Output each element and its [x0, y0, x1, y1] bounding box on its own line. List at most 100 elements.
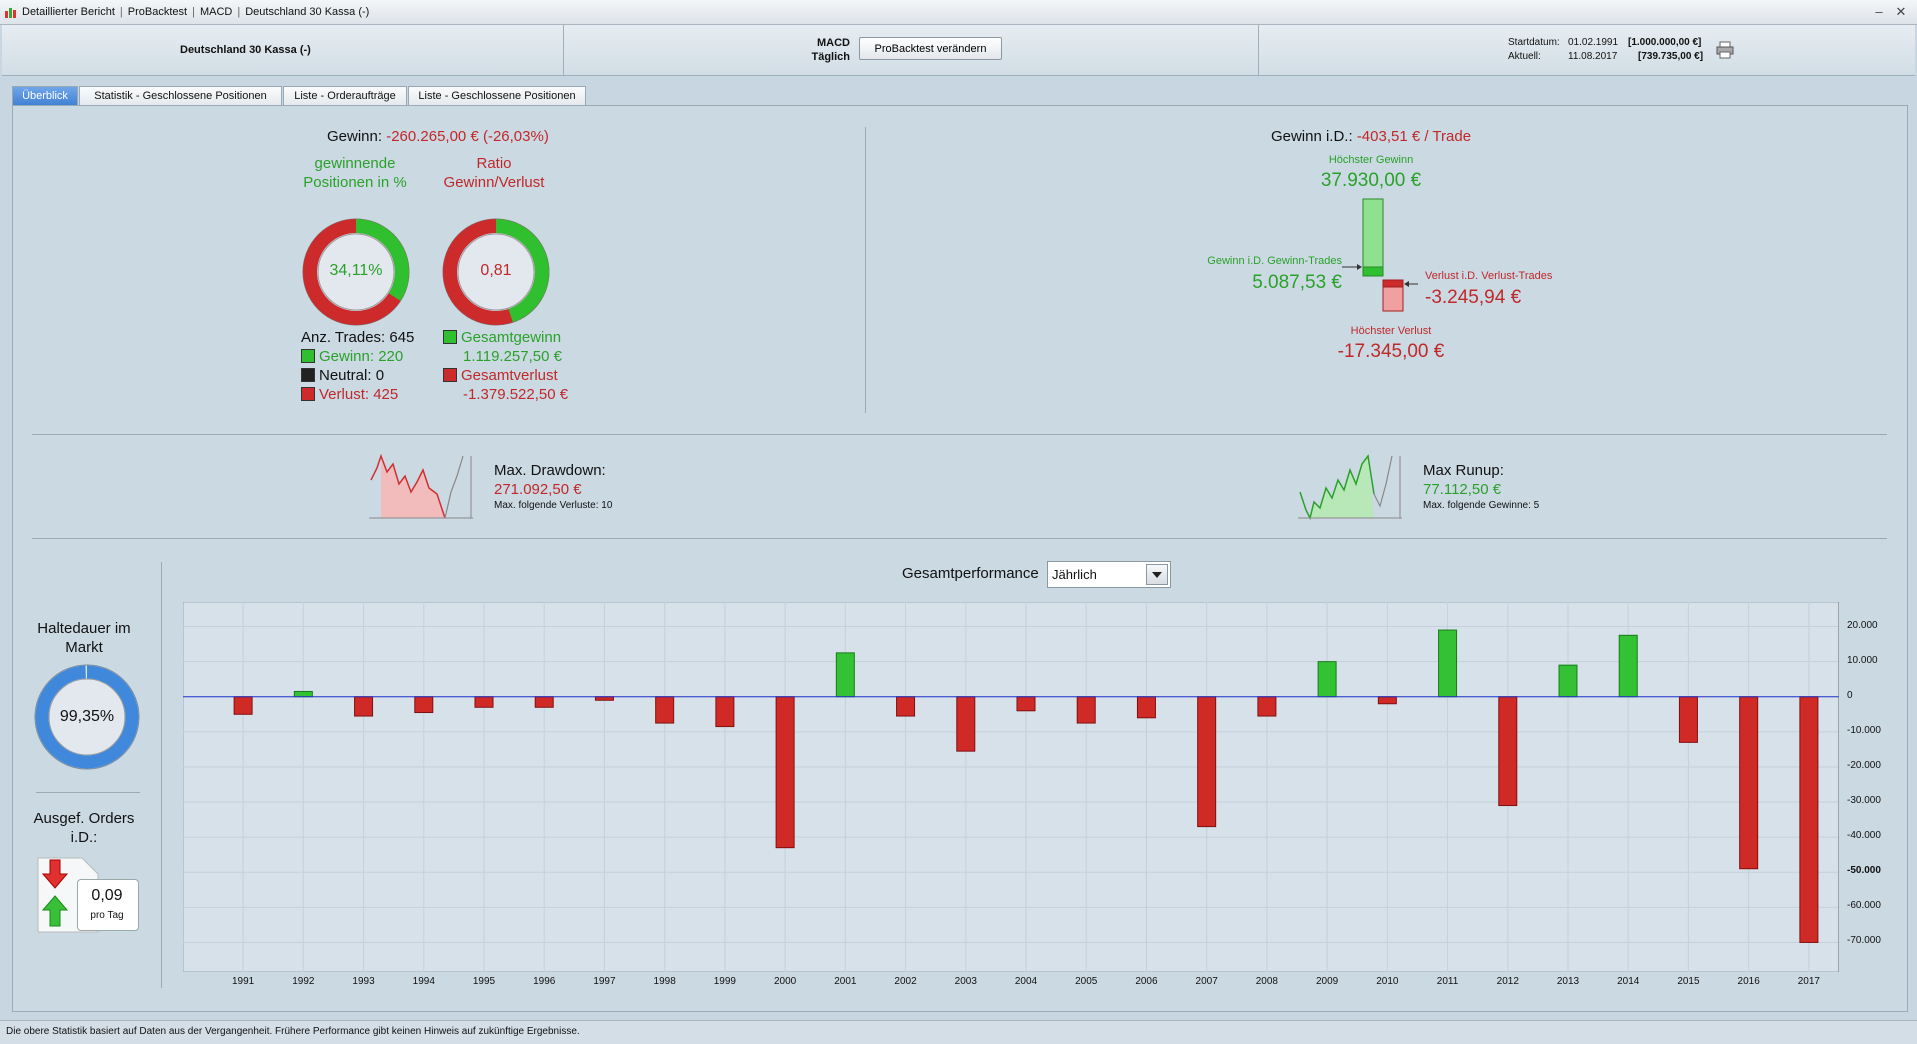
minimize-icon[interactable]: – [1875, 4, 1883, 19]
x-tick-label: 1999 [713, 976, 736, 987]
orders-title: Ausgef. Orders i.D.: [33, 810, 135, 846]
tab-statistics-closed[interactable]: Statistik - Geschlossene Positionen [79, 86, 282, 106]
period-select[interactable]: Jährlich [1047, 561, 1171, 588]
bar-2005 [1076, 696, 1096, 724]
orders-value: 0,09 [91, 887, 123, 904]
breadcrumb-item[interactable]: Deutschland 30 Kassa (-) [245, 6, 370, 18]
strategy-name: MACD [817, 37, 850, 49]
market-time-value: 99,35% [59, 708, 115, 725]
runup-value: 77.112,50 € [1423, 481, 1502, 498]
bar-2009 [1317, 661, 1337, 698]
breadcrumb-item[interactable]: MACD [199, 6, 233, 18]
x-tick-label: 2002 [894, 976, 917, 987]
performance-chart [183, 602, 1839, 972]
runup-thumbnail-icon [1298, 454, 1402, 520]
current-date: 11.08.2017 [1568, 51, 1618, 62]
breadcrumb-item[interactable]: Detaillierter Bericht [22, 6, 115, 18]
win-trades: Gewinn: 220 [319, 348, 404, 365]
x-tick-label: 2013 [1556, 976, 1580, 987]
x-tick-label: 2012 [1496, 976, 1519, 987]
per-trade-bars [1342, 198, 1418, 312]
x-tick-label: 2004 [1014, 976, 1038, 987]
y-tick-label: -30.000 [1847, 795, 1881, 807]
x-tick-label: 2000 [773, 976, 797, 987]
y-tick-label: 10.000 [1847, 654, 1878, 666]
breadcrumb-item[interactable]: ProBacktest [127, 6, 188, 18]
divider [161, 562, 162, 988]
x-tick-label: 1996 [533, 976, 556, 987]
performance-title: Gesamtperformance [902, 565, 1039, 582]
bar-2008 [1257, 696, 1277, 717]
bar-1993 [354, 696, 374, 717]
bar-1992 [293, 690, 313, 698]
drawdown-sub: Max. folgende Verluste: 10 [494, 500, 613, 511]
tab-closed-positions[interactable]: Liste - Geschlossene Positionen [408, 86, 586, 106]
ratio-title: Ratio Gewinn/Verlust [443, 155, 545, 191]
trades-legend: Anz. Trades: 645 Gewinn: 220 Neutral: 0 … [301, 328, 414, 404]
bar-2006 [1136, 696, 1156, 719]
ratio-donut [442, 218, 550, 326]
print-icon[interactable] [1716, 41, 1734, 59]
bar-2012 [1498, 696, 1518, 807]
tab-overview[interactable]: Überblick [12, 86, 78, 106]
market-time-donut [34, 664, 140, 770]
total-loss-swatch [443, 368, 457, 382]
tab-order-list[interactable]: Liste - Orderaufträge [283, 86, 407, 106]
gain-summary: Gewinn: -260.265,00 € (-26,03%) [327, 128, 549, 145]
bar-1996 [534, 696, 554, 708]
per-trade-title: Gewinn i.D.: -403,51 € / Trade [1176, 128, 1566, 145]
drawdown-label: Max. Drawdown: [494, 462, 606, 479]
neutral-swatch [301, 368, 315, 382]
chart-bars [233, 629, 1819, 943]
period-select-value: Jährlich [1052, 567, 1097, 582]
drawdown-thumbnail-icon [369, 454, 473, 519]
edit-backtest-button[interactable]: ProBacktest verändern [859, 37, 1002, 60]
divider [1258, 25, 1259, 75]
loss-swatch [301, 387, 315, 401]
chart-plot-area [183, 602, 1839, 972]
y-tick-label: -10.000 [1847, 724, 1881, 736]
disclaimer-text: Die obere Statistik basiert auf Daten au… [6, 1026, 580, 1037]
gain-value: -260.265,00 € (-26,03%) [386, 128, 549, 145]
close-icon[interactable]: ✕ [1895, 4, 1907, 19]
ratio-arc [443, 219, 549, 325]
loss-trades: Verlust: 425 [319, 386, 399, 403]
max-gain-label: Höchster Gewinn [1328, 154, 1414, 166]
divider [32, 434, 1887, 435]
drawdown-value: 271.092,50 € [494, 481, 582, 498]
start-label: Startdatum: [1508, 37, 1560, 48]
total-loss-value: -1.379.522,50 € [463, 386, 569, 403]
total-gain-label: Gesamtgewinn [461, 329, 562, 346]
app-chart-icon [5, 8, 16, 18]
runup-sub: Max. folgende Gewinne: 5 [1423, 500, 1540, 511]
chevron-down-icon [1152, 572, 1162, 578]
bar-1995 [474, 696, 494, 708]
x-tick-label: 2006 [1135, 976, 1158, 987]
current-label: Aktuell: [1508, 51, 1541, 62]
bar-2010 [1377, 696, 1397, 705]
bar-2007 [1197, 696, 1217, 828]
runup-label: Max Runup: [1423, 462, 1504, 479]
x-tick-label: 1993 [352, 976, 375, 987]
x-tick-label: 2016 [1737, 976, 1760, 987]
win-pct-value: 34,11% [329, 262, 383, 279]
avg-gain-value: 5.087,53 € [1252, 272, 1342, 293]
y-tick-label: 0 [1847, 689, 1853, 701]
timeframe: Täglich [811, 51, 850, 63]
neutral-trades: Neutral: 0 [319, 367, 385, 384]
start-capital: [1.000.000,00 €] [1628, 37, 1702, 48]
x-tick-label: 2007 [1195, 976, 1218, 987]
per-trade-value: -403,51 € / Trade [1356, 128, 1472, 145]
current-capital: [739.735,00 €] [1638, 51, 1704, 62]
avg-gain-label: Gewinn i.D. Gewinn-Trades [1207, 255, 1342, 267]
x-tick-label: 2011 [1436, 976, 1459, 987]
bar-1998 [655, 696, 675, 724]
dropdown-toggle[interactable] [1146, 564, 1168, 585]
x-tick-label: 2001 [834, 976, 857, 987]
bar-2011 [1438, 629, 1458, 698]
bar-2016 [1739, 696, 1759, 870]
divider [32, 538, 1887, 539]
bar-1994 [414, 696, 434, 714]
divider [36, 792, 140, 793]
breadcrumb: Detaillierter Bericht | ProBacktest | MACD | D… [22, 6, 370, 18]
